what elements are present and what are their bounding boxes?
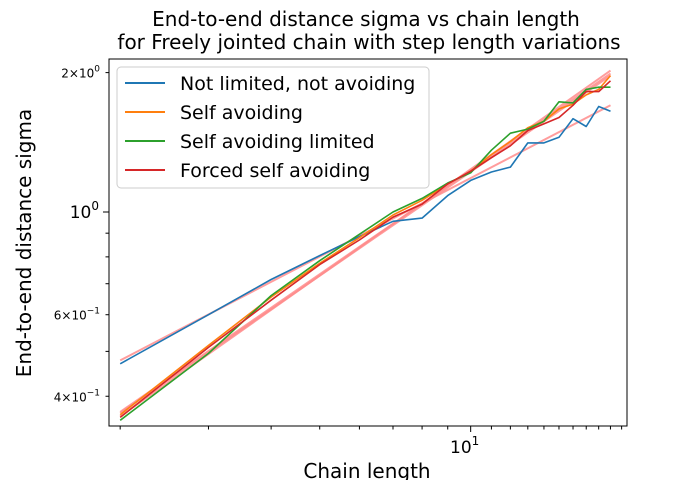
chart-title: End-to-end distance sigma vs chain lengt… xyxy=(152,7,580,31)
y-axis-label: End-to-end distance sigma xyxy=(12,109,36,377)
legend-label-2: Self avoiding xyxy=(180,102,303,124)
plot-frame xyxy=(108,58,628,427)
series-line-4 xyxy=(119,80,612,419)
y-minor-tick-label: 4×10−1 xyxy=(54,388,100,404)
y-minor-tick-label: 2×100 xyxy=(61,65,100,81)
fit-line-4 xyxy=(119,74,612,414)
legend: Not limited, not avoiding Self avoiding Se… xyxy=(116,66,430,189)
series-line-3 xyxy=(119,86,611,421)
legend-label-4: Forced self avoiding xyxy=(180,160,370,182)
y-tick-label: 100 xyxy=(70,199,99,223)
y-minor-tick-label: 6×10−1 xyxy=(54,307,100,323)
legend-label-1: Not limited, not avoiding xyxy=(180,73,415,95)
chart-subtitle: for Freely jointed chain with step lengt… xyxy=(117,30,620,54)
series-line-1 xyxy=(119,105,611,365)
data-series xyxy=(119,75,612,421)
axis-ticks: 101 100 2×100 6×10−1 4×10−1 xyxy=(54,65,623,458)
x-axis-label: Chain length xyxy=(303,459,430,480)
legend-label-3: Self avoiding limited xyxy=(180,131,375,153)
x-tick-label: 101 xyxy=(450,434,479,458)
legend-frame xyxy=(116,66,430,189)
